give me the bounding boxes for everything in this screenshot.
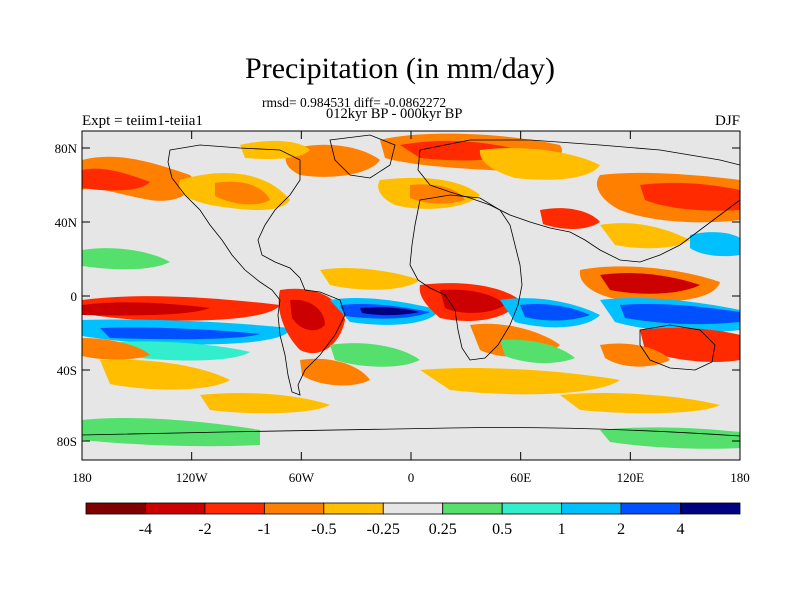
colorbar-label: 0.5	[492, 521, 512, 538]
colorbar-label: -0.5	[311, 521, 336, 538]
lat-tick-label: 80N	[55, 141, 78, 156]
colorbar-label: 0.25	[429, 521, 457, 538]
map-plot-area	[82, 131, 740, 460]
lat-tick-label: 0	[71, 289, 78, 304]
coastlines	[82, 134, 740, 437]
experiment-label: Expt = teiim1-teiia1	[82, 113, 203, 129]
colorbar-swatch	[561, 502, 622, 515]
lon-tick-label: 60W	[289, 470, 315, 485]
colorbar-swatch	[442, 502, 503, 515]
colorbar-swatch	[85, 502, 146, 515]
colorbar-label: -4	[139, 521, 152, 538]
colorbar-swatch	[382, 502, 444, 515]
lon-tick-label: 180	[730, 470, 750, 485]
colorbar-label: -2	[198, 521, 211, 538]
period-line: 012kyr BP - 000kyr BP	[326, 106, 463, 122]
lon-tick-label: 120E	[617, 470, 645, 485]
lon-tick-label: 120W	[176, 470, 209, 485]
colorbar-label: 2	[617, 521, 625, 538]
lon-tick-label: 60E	[510, 470, 531, 485]
colorbar-swatch	[501, 502, 563, 515]
colorbar-label: 1	[558, 521, 566, 538]
colorbar-label: 4	[677, 521, 685, 538]
lat-tick-label: 40N	[55, 215, 78, 230]
longitude-axis: 180 120W 60W 0 60E 120E 180	[72, 131, 750, 485]
colorbar-swatch	[263, 502, 325, 515]
lat-tick-label: 80S	[57, 434, 77, 449]
precip-anomaly-fields	[82, 133, 740, 449]
map-title: Precipitation (in mm/day)	[245, 52, 555, 85]
colorbar-swatch	[620, 502, 681, 515]
lat-tick-label: 40S	[57, 363, 77, 378]
lon-tick-label: 180	[72, 470, 92, 485]
colorbar-swatch	[323, 502, 384, 515]
colorbar-label: -0.25	[367, 521, 400, 538]
colorbar-swatch	[145, 502, 206, 515]
colorbar-label: -1	[258, 521, 271, 538]
colorbar: -4 -2 -1 -0.5 -0.25 0.25 0.5 1 2 4	[85, 502, 741, 538]
lon-tick-label: 0	[408, 470, 415, 485]
latitude-axis: 80N 40N 0 40S 80S	[55, 141, 740, 449]
season-label: DJF	[714, 113, 740, 129]
colorbar-swatch	[680, 502, 741, 515]
stats-line: rmsd= 0.984531 diff= -0.0862272	[262, 95, 447, 110]
colorbar-swatch	[204, 502, 265, 515]
